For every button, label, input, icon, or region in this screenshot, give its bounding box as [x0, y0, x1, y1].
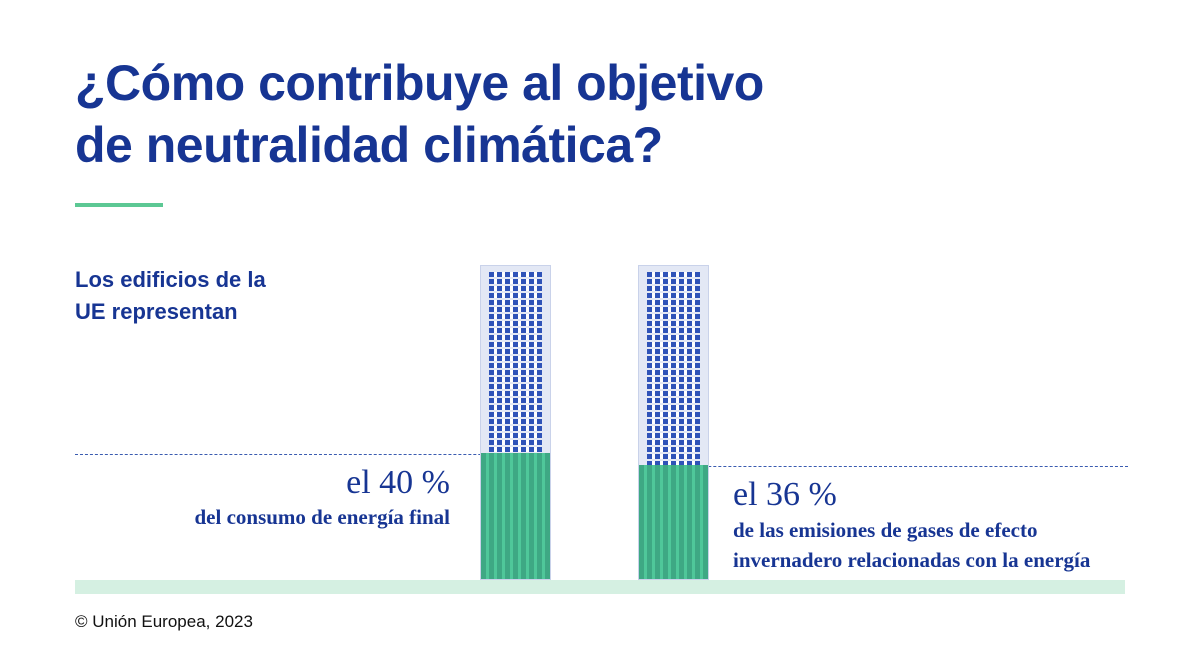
building-fill-40 [481, 453, 550, 579]
accent-divider [75, 203, 163, 207]
subtitle-line-2: UE representan [75, 299, 238, 324]
title-line-1: ¿Cómo contribuye al objetivo [75, 55, 764, 111]
desc-line-2: invernadero relacionadas con la energía [733, 548, 1091, 572]
building-icon-emissions [638, 265, 709, 580]
stat-desc-emissions: de las emisiones de gases de efecto inver… [733, 515, 1090, 575]
ground-bar [75, 580, 1125, 594]
page-title: ¿Cómo contribuye al objetivo de neutralid… [75, 52, 764, 176]
level-line-40 [75, 454, 551, 455]
title-line-2: de neutralidad climática? [75, 117, 663, 173]
subtitle-line-1: Los edificios de la [75, 267, 266, 292]
copyright: © Unión Europea, 2023 [75, 612, 253, 631]
stat-desc-energy: del consumo de energía final [194, 505, 451, 529]
level-line-36 [638, 466, 1128, 467]
desc-line-1: de las emisiones de gases de efecto [733, 518, 1038, 542]
subtitle: Los edificios de la UE representan [75, 264, 266, 328]
stat-value-emissions: el 36 % [733, 476, 837, 513]
stat-value-energy: el 40 % [346, 464, 450, 501]
building-icon-energy [480, 265, 551, 580]
building-fill-36 [639, 465, 708, 579]
